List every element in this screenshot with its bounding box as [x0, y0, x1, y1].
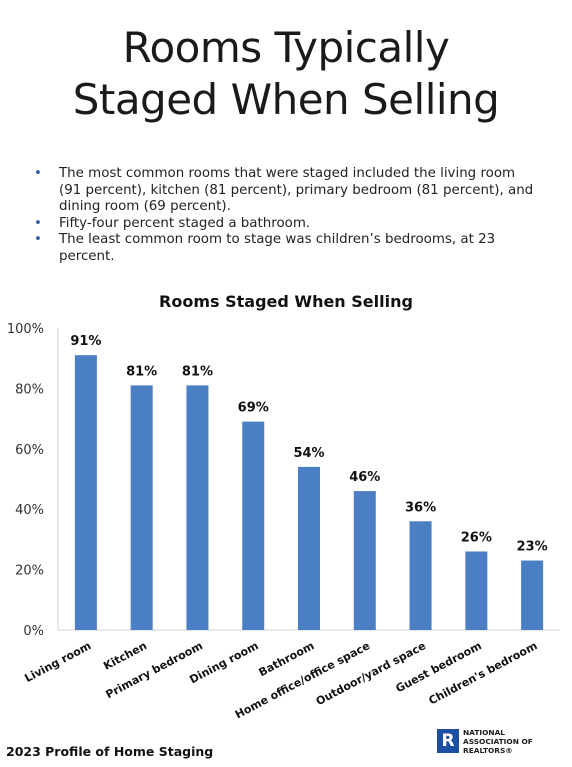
bar [409, 521, 432, 630]
title-line-1: Rooms Typically [122, 23, 450, 72]
bar [242, 421, 265, 630]
logo-line-2: ASSOCIATION OF [463, 737, 533, 746]
bar [353, 491, 376, 630]
y-tick-labels: 0% 20% 40% 60% 80% 100% [7, 322, 44, 639]
x-tick-label: Living room [23, 639, 94, 685]
logo-text: NATIONAL ASSOCIATION OF REALTORS® [463, 728, 533, 755]
chart-title: Rooms Staged When Selling [159, 292, 413, 311]
bars [74, 355, 544, 630]
realtor-logo-icon: R [437, 729, 459, 753]
y-tick-label: 0% [23, 624, 44, 639]
data-label: 91% [70, 334, 101, 349]
data-label: 81% [182, 364, 213, 379]
y-tick-label: 60% [15, 443, 44, 458]
data-label: 46% [349, 470, 380, 485]
data-label: 26% [461, 530, 492, 545]
y-tick-label: 20% [15, 564, 44, 579]
bar-chart: Rooms Staged When Selling 0% 20% 40% 60% 80%… [7, 292, 560, 721]
y-tick-label: 80% [15, 382, 44, 397]
data-labels: 91% 81% 81% 69% 54% 46% 36% 26% 23% [70, 334, 547, 554]
bullet-item-1: The most common rooms that were staged i… [34, 166, 539, 216]
bar [74, 355, 97, 630]
logo-line-1: NATIONAL [463, 728, 506, 737]
bar [186, 385, 209, 630]
x-tick-label: Primary bedroom [104, 639, 205, 701]
x-tick-label: Kitchen [101, 639, 149, 673]
data-label: 23% [517, 540, 548, 555]
bullet-item-2: Fifty-four percent staged a bathroom. [34, 216, 539, 233]
y-tick-label: 100% [7, 322, 44, 337]
bar [298, 466, 320, 630]
data-label: 69% [238, 401, 269, 416]
data-label: 54% [293, 446, 324, 461]
source-footer: 2023 Profile of Home Staging [6, 744, 214, 759]
y-tick-label: 40% [15, 503, 44, 518]
bar [130, 385, 153, 630]
bar [465, 551, 488, 630]
title-line-2: Staged When Selling [72, 75, 500, 124]
data-label: 36% [405, 500, 436, 515]
bar [521, 560, 544, 630]
page-title: Rooms Typically Staged When Selling [0, 22, 572, 126]
nar-logo: R NATIONAL ASSOCIATION OF REALTORS® [437, 727, 567, 757]
bullet-list: The most common rooms that were staged i… [34, 166, 539, 265]
data-label: 81% [126, 364, 157, 379]
logo-line-3: REALTORS® [463, 746, 513, 755]
bullet-item-3: The least common room to stage was child… [34, 232, 539, 265]
